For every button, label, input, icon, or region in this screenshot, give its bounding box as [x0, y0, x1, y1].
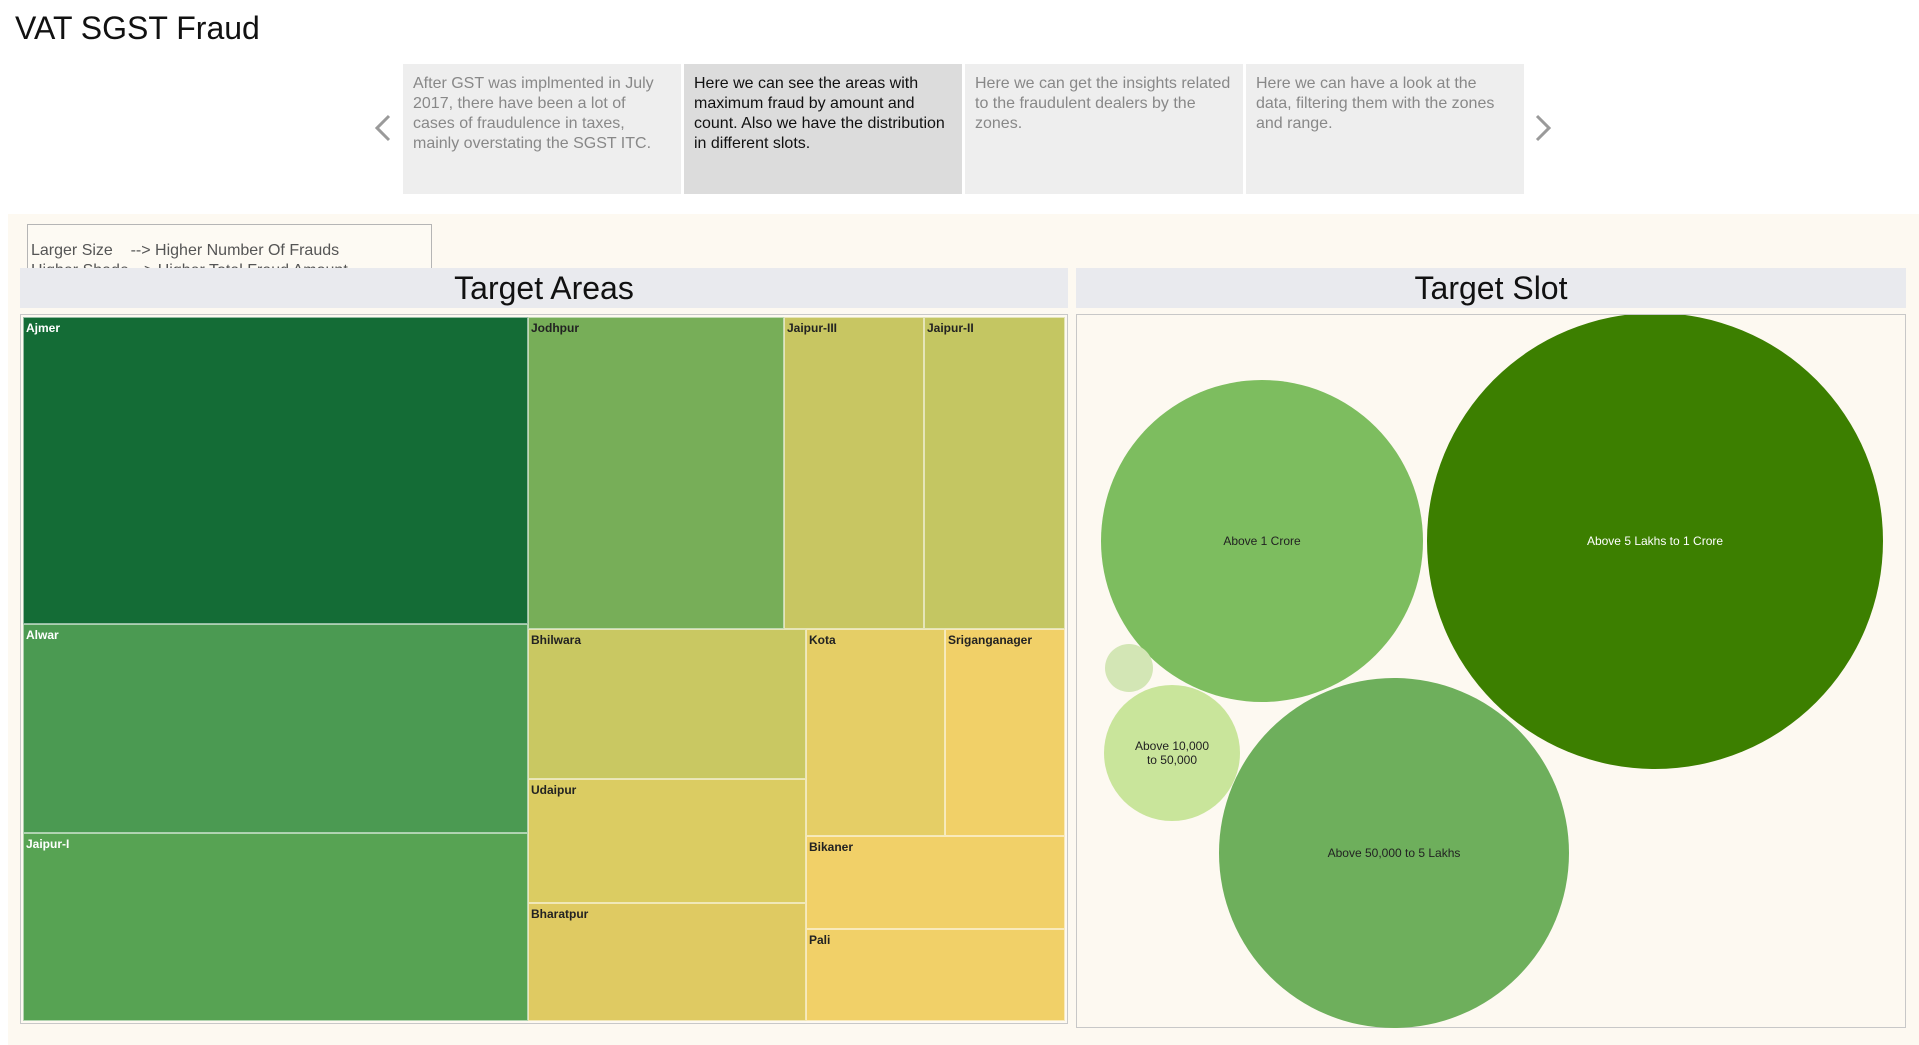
bubble-label: Above 1 Crore [1223, 534, 1301, 548]
bubble-label: Above 10,000 to 50,000 [1135, 739, 1209, 767]
treemap-tile-jaipur-iii[interactable]: Jaipur-III [784, 317, 924, 629]
story-point-2[interactable]: Here we can see the areas with maximum f… [684, 64, 962, 194]
target-slot-bubble-chart: Above 1 Crore Above 5 Lakhs to 1 Crore Abo… [1101, 315, 1883, 1028]
story-point-text: Here we can have a look at the data, fil… [1256, 75, 1495, 132]
treemap-tile-alwar[interactable]: Alwar [23, 624, 528, 833]
story-point-text: Here we can get the insights related to … [975, 75, 1231, 132]
treemap-tile-label: Jaipur-II [927, 321, 974, 335]
bubble-above-1-crore[interactable] [1101, 380, 1423, 702]
target-areas-title: Target Areas [20, 268, 1068, 308]
treemap-tile-label: Kota [809, 633, 836, 647]
target-slot-bubble-frame: Above 1 Crore Above 5 Lakhs to 1 Crore Abo… [1076, 314, 1906, 1028]
target-slot-title: Target Slot [1076, 268, 1906, 308]
bubble-label: Above 5 Lakhs to 1 Crore [1587, 534, 1723, 548]
treemap-tile-label: Jaipur-III [787, 321, 838, 335]
bubble-above-5-lakhs-to-1-crore[interactable] [1427, 315, 1883, 769]
treemap-tile-label: Bharatpur [531, 907, 589, 921]
bubble-label: Above 50,000 to 5 Lakhs [1328, 846, 1461, 860]
legend-size-line: Larger Size --> Higher Number Of Frauds [31, 242, 340, 259]
legend-box: Larger Size --> Higher Number Of Frauds … [27, 224, 432, 296]
bubble-above-10-000-to-50-000[interactable] [1104, 685, 1240, 821]
treemap-tile-label: Bikaner [809, 840, 854, 854]
story-point-1[interactable]: After GST was implmented in July 2017, t… [403, 64, 681, 194]
story-point-3[interactable]: Here we can get the insights related to … [965, 64, 1243, 194]
treemap-tile-label: Bhilwara [531, 633, 582, 647]
dashboard-title: VAT SGST Fraud [15, 10, 260, 46]
treemap-tile-jaipur-ii[interactable]: Jaipur-II [924, 317, 1065, 629]
bubble-unlabeled-2[interactable] [1105, 644, 1153, 692]
chevron-left-icon [374, 114, 391, 142]
treemap-tile-udaipur[interactable]: Udaipur [528, 779, 806, 903]
treemap-tile-label: Ajmer [26, 321, 61, 335]
treemap-tile-bhilwara[interactable]: Bhilwara [528, 629, 806, 779]
treemap-tile-label: Alwar [26, 628, 59, 642]
story-point-text: After GST was implmented in July 2017, t… [413, 75, 654, 152]
treemap-tile-jodhpur[interactable]: Jodhpur [528, 317, 784, 629]
treemap-tile-label: Jodhpur [531, 321, 579, 335]
treemap-tile-bharatpur[interactable]: Bharatpur [528, 903, 806, 1021]
target-areas-treemap: Ajmer Jodhpur Jaipur-III Jaipur-II Alwar Jaip… [23, 317, 1065, 1021]
treemap-tile-label: Sriganganager [948, 633, 1033, 647]
chevron-right-icon [1535, 114, 1552, 142]
story-point-text: Here we can see the areas with maximum f… [694, 75, 945, 152]
story-next-button[interactable] [1527, 108, 1557, 148]
treemap-tile-bikaner[interactable]: Bikaner [806, 836, 1065, 929]
treemap-tile-label: Udaipur [531, 783, 577, 797]
treemap-tile-sriganganager[interactable]: Sriganganager [945, 629, 1065, 836]
treemap-tile-kota[interactable]: Kota [806, 629, 945, 836]
treemap-tile-jaipur-i[interactable]: Jaipur-I [23, 833, 528, 1021]
treemap-tile-label: Jaipur-I [26, 837, 70, 851]
treemap-tile-label: Pali [809, 933, 831, 947]
treemap-tile-pali[interactable]: Pali [806, 929, 1065, 1021]
bubble-above-50-000-to-5-lakhs[interactable] [1219, 678, 1569, 1028]
story-prev-button[interactable] [369, 108, 399, 148]
treemap-tile-ajmer[interactable]: Ajmer [23, 317, 528, 624]
story-point-4[interactable]: Here we can have a look at the data, fil… [1246, 64, 1524, 194]
